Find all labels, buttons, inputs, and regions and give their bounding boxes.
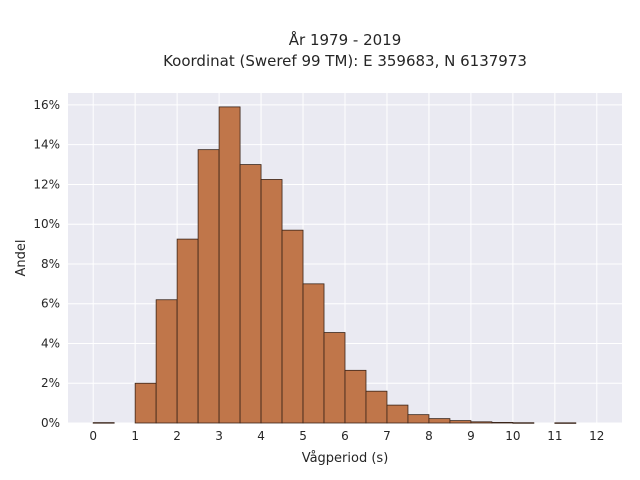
x-tick-label-10: 10 xyxy=(505,429,520,443)
histogram-bar-1 xyxy=(134,382,157,424)
x-tick-label-2: 2 xyxy=(173,429,181,443)
histogram-bar-7-5 xyxy=(407,414,430,424)
chart-title-line2: Koordinat (Sweref 99 TM): E 359683, N 61… xyxy=(163,52,527,70)
histogram-bar-3 xyxy=(218,106,241,424)
y-tick-label-2: 2% xyxy=(41,376,60,390)
x-tick-label-4: 4 xyxy=(257,429,265,443)
histogram-bar-10 xyxy=(512,422,535,424)
x-tick-label-9: 9 xyxy=(467,429,475,443)
chart-title-line1: År 1979 - 2019 xyxy=(289,30,402,49)
x-tick-label-7: 7 xyxy=(383,429,391,443)
x-tick-label-0: 0 xyxy=(89,429,97,443)
y-tick-label-0: 0% xyxy=(41,416,60,430)
y-tick-label-4: 4% xyxy=(41,336,60,350)
x-tick-label-8: 8 xyxy=(425,429,433,443)
x-tick-label-11: 11 xyxy=(547,429,562,443)
histogram-bar-0 xyxy=(92,422,115,424)
histogram-bar-2-5 xyxy=(197,149,220,424)
y-tick-label-6: 6% xyxy=(41,297,60,311)
bars-group xyxy=(92,106,577,424)
y-tick-label-8: 8% xyxy=(41,257,60,271)
y-tick-label-14: 14% xyxy=(33,138,60,152)
y-tick-label-10: 10% xyxy=(33,217,60,231)
x-axis-label: Vågperiod (s) xyxy=(302,451,389,466)
x-tick-label-5: 5 xyxy=(299,429,307,443)
histogram-bar-3-5 xyxy=(239,164,262,424)
x-tick-label-3: 3 xyxy=(215,429,223,443)
histogram-bar-1-5 xyxy=(155,299,178,424)
histogram-bar-4 xyxy=(260,179,283,424)
histogram-bar-8 xyxy=(428,418,451,424)
y-axis-ticks: 0% 2% 4% 6% 8% 10% 12% 14% 16% xyxy=(33,98,60,430)
y-tick-label-12: 12% xyxy=(33,177,60,191)
x-axis-ticks: 0 1 2 3 4 5 6 7 8 9 10 11 12 xyxy=(89,429,604,443)
histogram-bar-5 xyxy=(302,283,325,424)
histogram-bar-4-5 xyxy=(281,229,304,424)
histogram-bar-2 xyxy=(176,238,199,424)
histogram-bar-9 xyxy=(470,421,493,424)
histogram-bar-6 xyxy=(344,369,367,424)
x-tick-label-6: 6 xyxy=(341,429,349,443)
x-tick-label-1: 1 xyxy=(131,429,139,443)
histogram-bar-11 xyxy=(554,422,577,424)
histogram-bar-6-5 xyxy=(365,390,388,424)
histogram-bar-8-5 xyxy=(449,420,472,424)
histogram-bar-9-5 xyxy=(491,422,514,424)
y-axis-label: Andel xyxy=(14,240,29,277)
x-tick-label-12: 12 xyxy=(589,429,604,443)
histogram-bar-5-5 xyxy=(323,332,346,424)
y-tick-label-16: 16% xyxy=(33,98,60,112)
histogram-bar-7 xyxy=(386,404,409,424)
